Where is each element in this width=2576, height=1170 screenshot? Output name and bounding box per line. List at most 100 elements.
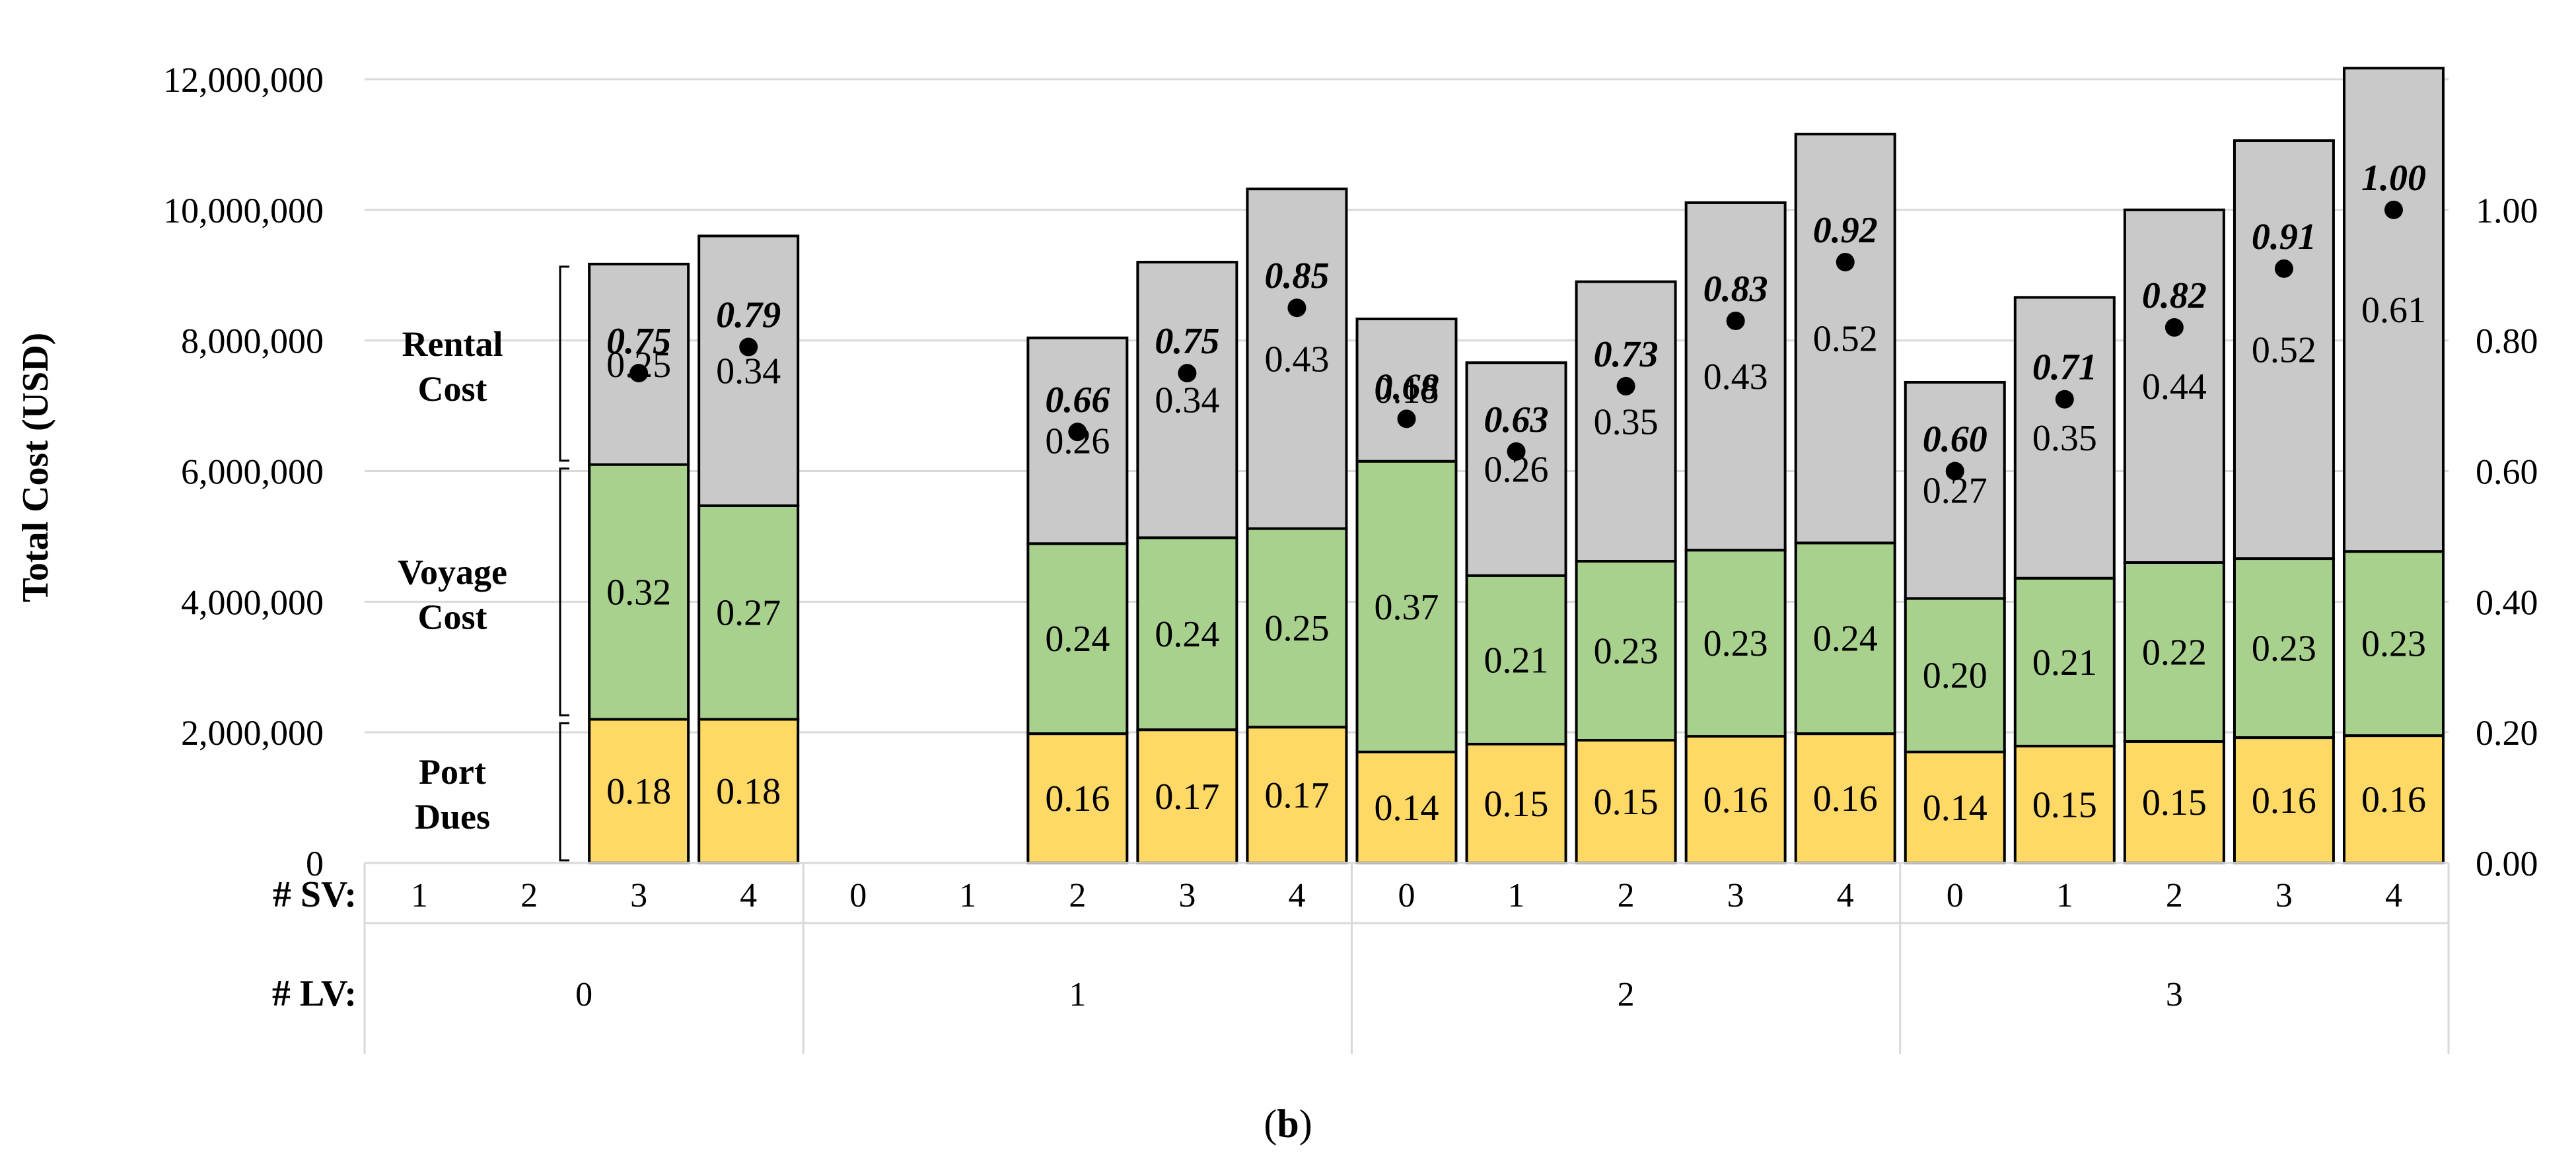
sv-category-label: 2 — [2166, 877, 2183, 914]
bar-segment — [698, 718, 800, 864]
y2-tick-label: 0.80 — [2476, 322, 2538, 361]
total-value-label: 0.91 — [2252, 217, 2316, 258]
segment-value-label: 0.20 — [1923, 656, 1987, 697]
y2-tick-label: 0.40 — [2476, 582, 2538, 622]
bar-segment — [2233, 736, 2335, 864]
bar-segment — [1684, 201, 1787, 552]
segment-value-label: 0.34 — [1155, 380, 1219, 421]
sv-row-label: # SV: — [273, 874, 357, 915]
bar-segment — [1355, 750, 1458, 865]
segment-value-label: 0.14 — [1375, 788, 1439, 829]
sv-category-label: 0 — [849, 877, 867, 914]
sv-category-label: 1 — [959, 877, 976, 914]
y2-tick-label: 0.00 — [2476, 844, 2538, 883]
sv-category-label: 2 — [520, 877, 538, 914]
segment-value-label: 0.52 — [1813, 319, 1878, 360]
bar-segment — [1465, 574, 1567, 745]
sv-category-label: 4 — [2385, 877, 2402, 914]
bracket-label-line1: Voyage — [398, 552, 507, 592]
bar-segment — [2342, 67, 2445, 553]
bar-segment — [2342, 550, 2445, 738]
sv-category-label: 3 — [1178, 877, 1196, 914]
bar-segment — [1465, 742, 1567, 865]
caption-open: ( — [1264, 1102, 1277, 1146]
bar-segment — [2123, 740, 2225, 865]
sv-category-label: 0 — [1398, 877, 1415, 914]
bars — [588, 67, 2445, 865]
sv-category-label: 4 — [740, 877, 757, 914]
lv-row-label: # LV: — [272, 973, 357, 1014]
segment-value-label: 0.52 — [2252, 330, 2316, 371]
y-axis-ticks: 0 2,000,000 4,000,000 6,000,000 8,000,000 10,… — [163, 60, 324, 883]
total-value-label: 0.83 — [1703, 269, 1768, 310]
segment-value-label: 0.23 — [1594, 631, 1659, 672]
y-tick-label: 0 — [306, 844, 324, 883]
bracket-label-line1: Rental — [402, 324, 503, 364]
segment-value-label: 0.15 — [1484, 784, 1549, 825]
total-value-label: 0.68 — [1375, 366, 1439, 407]
segment-value-label: 0.16 — [1703, 780, 1768, 821]
sv-category-label: 3 — [1727, 877, 1744, 914]
total-value-label: 0.85 — [1264, 256, 1329, 296]
bracket-label-line2: Cost — [418, 369, 487, 409]
total-value-label: 0.92 — [1813, 210, 1878, 251]
total-value-label: 0.66 — [1045, 380, 1110, 421]
bar-segment — [2233, 139, 2335, 561]
total-marker — [1178, 364, 1197, 383]
y2-tick-label: 0.20 — [2476, 713, 2538, 753]
segment-value-label: 0.16 — [1045, 778, 1110, 819]
total-value-label: 0.79 — [716, 295, 781, 336]
bracket-label-line1: Port — [419, 752, 486, 792]
bar-segment — [1465, 361, 1567, 577]
segment-value-label: 0.24 — [1155, 614, 1219, 655]
bar-segment — [2123, 561, 2225, 743]
bar-segment — [1355, 318, 1458, 463]
total-marker — [1836, 252, 1855, 271]
segment-value-label: 0.23 — [1703, 623, 1768, 664]
bar-segment — [1794, 133, 1896, 545]
segment-value-label: 0.17 — [1264, 775, 1329, 816]
segment-labels: 0.18 0.18 0.16 0.17 0.17 0.14 0.15 0.15 0.16 0.16… — [606, 290, 2426, 829]
total-marker — [1616, 376, 1635, 396]
bar-segment — [2342, 734, 2445, 865]
bar-segment — [1575, 560, 1677, 742]
bar-segment — [1904, 750, 2006, 865]
bar-segment — [1246, 527, 1348, 729]
bar-segment — [698, 504, 800, 721]
sv-category-label: 2 — [1069, 877, 1086, 914]
total-markers: 0.75 0.79 0.66 0.75 0.85 0.68 0.63 0.73 0.83 0.92… — [606, 158, 2426, 481]
total-marker — [2274, 259, 2293, 278]
lv-group-label: 3 — [2166, 976, 2183, 1014]
lv-group-label: 1 — [1069, 976, 1086, 1014]
segment-value-label: 0.44 — [2142, 366, 2207, 407]
sv-category-label: 1 — [2056, 877, 2073, 914]
segment-value-label: 0.15 — [2032, 784, 2097, 825]
total-marker — [2055, 390, 2074, 409]
total-marker — [1397, 409, 1416, 429]
caption-letter: b — [1277, 1102, 1299, 1146]
y2-axis-ticks: 0.00 0.20 0.40 0.60 0.80 1.00 — [2476, 191, 2538, 883]
segment-value-label: 0.25 — [1264, 608, 1329, 649]
bar-segment — [1246, 726, 1348, 864]
legend-brackets: Rental Cost Voyage Cost Port Dues — [398, 265, 569, 862]
segment-value-label: 0.15 — [1594, 782, 1659, 823]
segment-value-label: 0.18 — [716, 771, 781, 812]
segment-value-label: 0.16 — [1813, 778, 1878, 819]
segment-value-label: 0.18 — [1375, 370, 1439, 411]
bar-segment — [1246, 188, 1348, 530]
sv-category-label: 1 — [411, 877, 428, 914]
caption-close: ) — [1299, 1102, 1312, 1146]
segment-value-label: 0.18 — [606, 771, 671, 812]
bracket-label-line2: Cost — [418, 597, 487, 637]
total-value-label: 0.71 — [2032, 347, 2097, 388]
sv-category-label: 2 — [1618, 877, 1635, 914]
segment-value-label: 0.17 — [1155, 776, 1219, 817]
total-marker — [1507, 442, 1526, 461]
category-table: # SV: # LV: 1 2 3 4 0 0 1 2 3 4 1 0 1 2 3 4 2 0 1 2 3 4 3 — [272, 862, 2450, 1054]
lv-group-label: 0 — [575, 976, 592, 1014]
legend-bracket — [559, 265, 569, 462]
lv-group-label: 2 — [1618, 976, 1635, 1014]
bar-segment — [1355, 460, 1458, 753]
sv-category-label: 4 — [1288, 877, 1305, 914]
